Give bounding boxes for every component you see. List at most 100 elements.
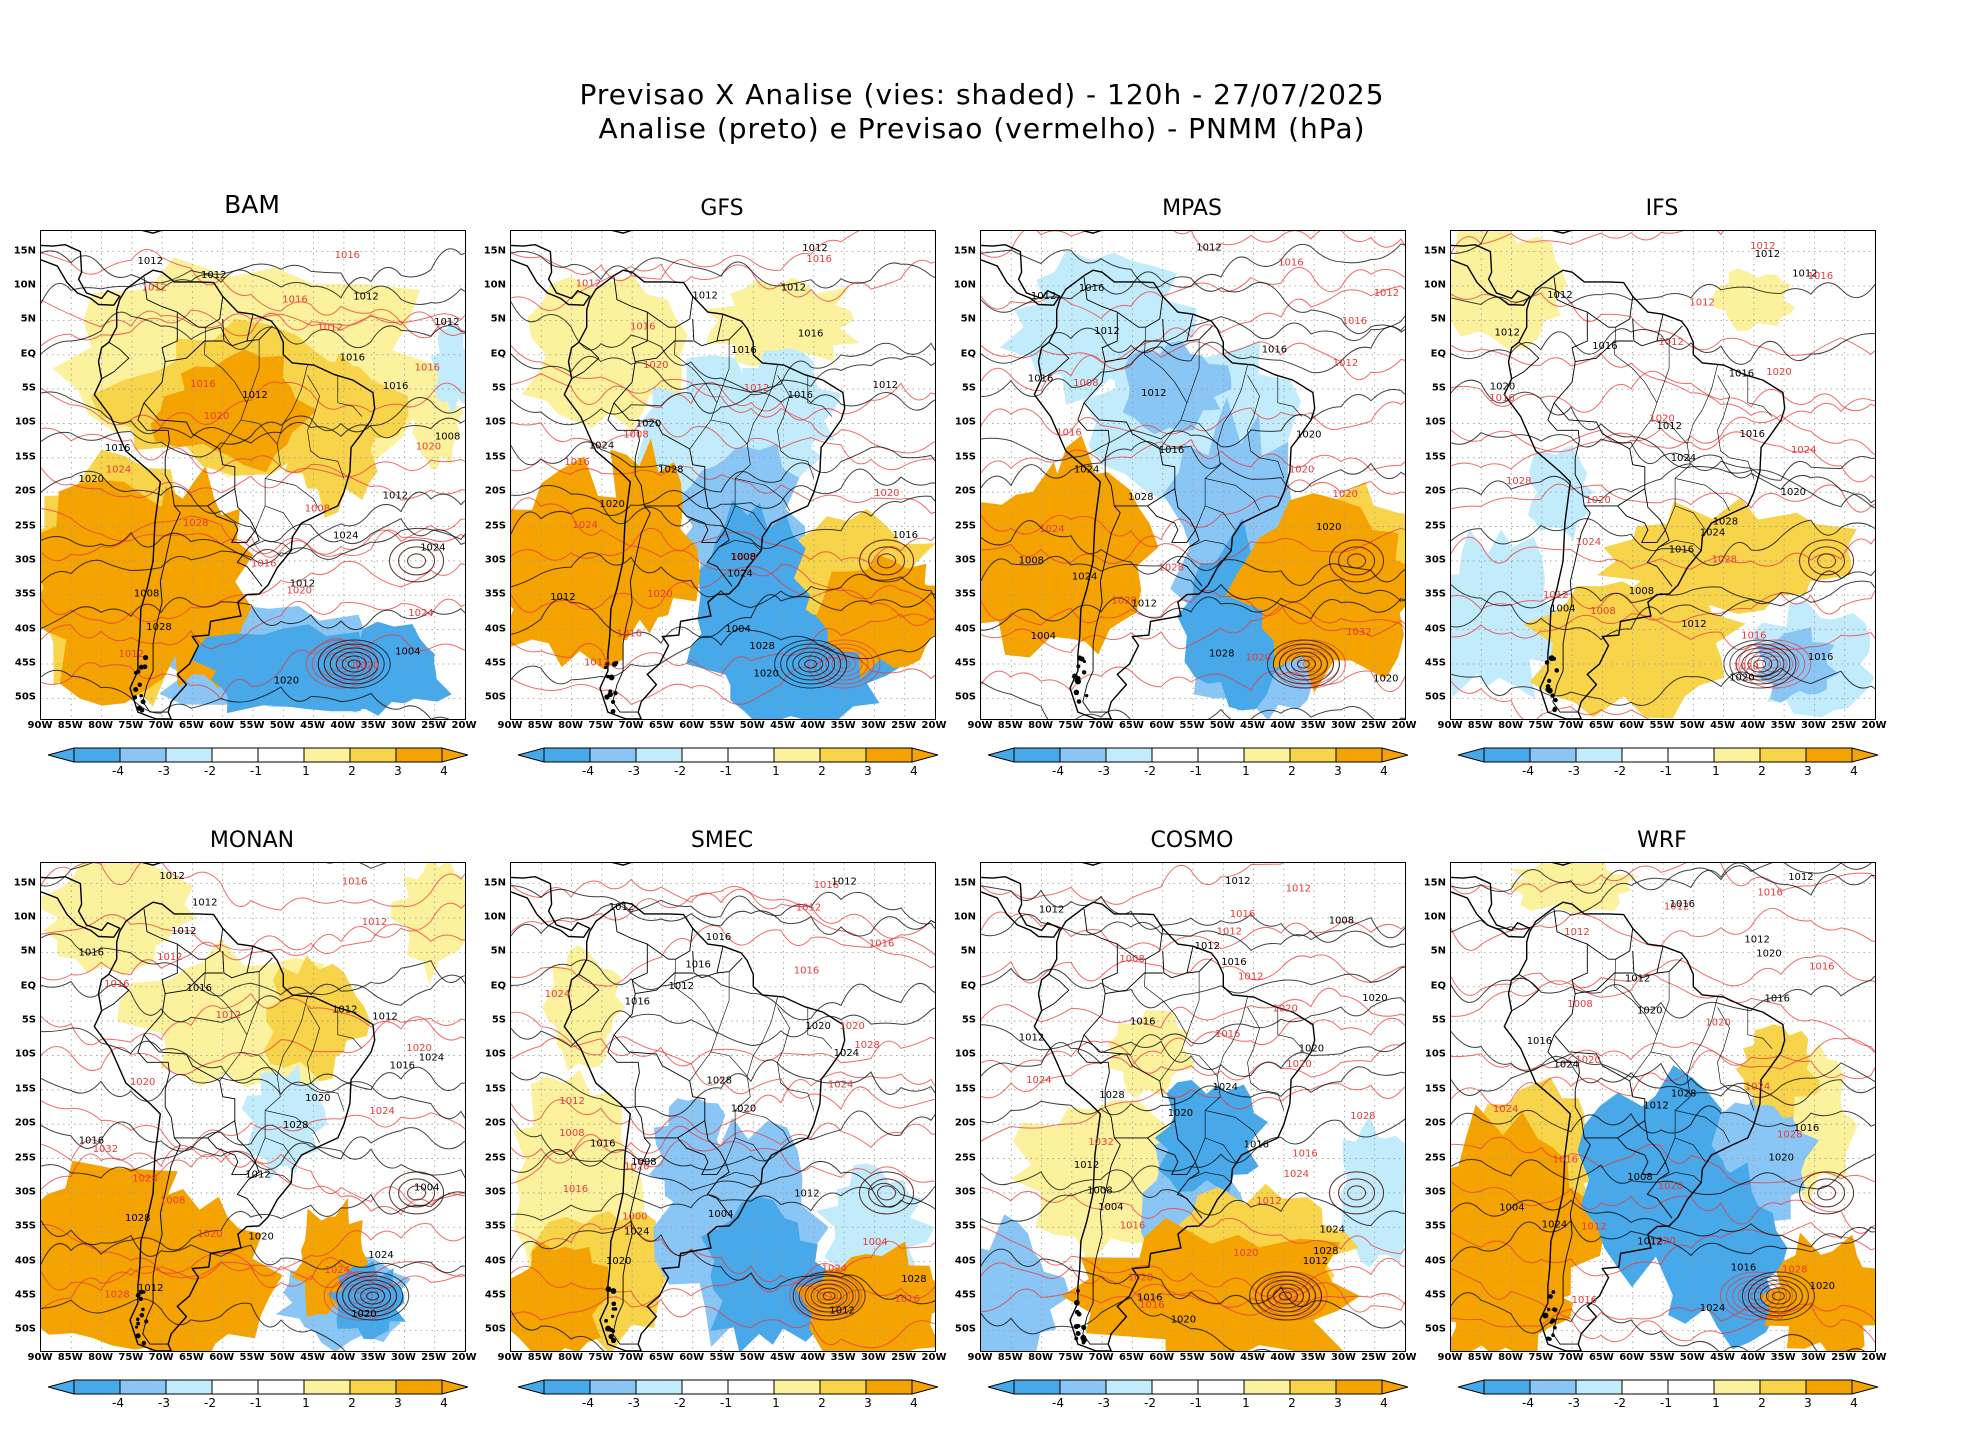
analysis-isobar <box>780 643 842 685</box>
lon-tick-label: 70W <box>148 1352 174 1363</box>
forecast-isobar-label: 1024 <box>1745 1082 1770 1093</box>
forecast-isobar-label: 1020 <box>1112 595 1137 606</box>
lat-tick-label: 5N <box>960 945 976 957</box>
colorbar-segment <box>1105 1379 1153 1395</box>
country-border <box>1077 277 1121 514</box>
colorbar-label: 2 <box>1288 764 1296 778</box>
colorbar-segment <box>1105 747 1153 763</box>
lat-tick-label: 35S <box>1424 1220 1446 1232</box>
analysis-isobar <box>41 1027 465 1120</box>
island <box>1550 1318 1556 1324</box>
forecast-isobar-label: 1008 <box>623 429 648 440</box>
colorbar-label: -4 <box>112 764 124 778</box>
analysis-isobar <box>366 1291 380 1301</box>
forecast-isobar <box>41 560 465 624</box>
analysis-isobar-label: 1020 <box>1362 993 1387 1004</box>
country-border <box>1083 402 1176 489</box>
panel-title: MONAN <box>209 828 295 853</box>
analysis-isobar <box>511 342 935 393</box>
colorbar-label: 1 <box>772 1396 780 1410</box>
lat-tick-label: 35S <box>14 588 36 600</box>
lat-tick-label: 5N <box>490 945 506 957</box>
analysis-isobar <box>511 251 935 289</box>
lon-tick-label: 25W <box>1361 720 1387 731</box>
state-border <box>716 971 730 1035</box>
analysis-isobar <box>786 647 836 681</box>
lon-tick-label: 90W <box>497 720 523 731</box>
analysis-isobar-label: 1024 <box>333 530 358 541</box>
forecast-isobar <box>813 643 875 685</box>
analysis-isobar <box>1329 1171 1385 1215</box>
forecast-isobar-label: 1016 <box>282 294 307 305</box>
analysis-isobar-label: 1016 <box>685 960 710 971</box>
state-border <box>1277 1007 1303 1049</box>
analysis-isobar <box>1347 553 1367 569</box>
lon-tick-label: 75W <box>1528 720 1554 731</box>
lon-tick-label: 45W <box>1240 1352 1266 1363</box>
forecast-isobar <box>511 1071 935 1136</box>
bias-shading <box>41 863 197 976</box>
forecast-isobar-label: 1008 <box>1119 954 1144 965</box>
lon-tick-label: 70W <box>1558 720 1584 731</box>
lon-tick-label: 30W <box>1800 720 1826 731</box>
colorbar-label: -2 <box>1144 1396 1156 1410</box>
country-border <box>1147 505 1196 543</box>
analysis-isobar <box>981 243 1405 313</box>
lon-tick-label: 40W <box>1270 1352 1296 1363</box>
main-title-line1: Previsao X Analise (vies: shaded) - 120h… <box>579 78 1385 111</box>
forecast-isobar <box>1737 1283 1775 1309</box>
country-border <box>644 1119 733 1219</box>
lon-tick-label: 70W <box>618 720 644 731</box>
analysis-isobar <box>1741 651 1779 677</box>
lat-tick-label: EQ <box>490 980 506 992</box>
map-frame: 1016 1012 1012 1016 1012 1020 1020 1024 1032 1028… <box>40 862 466 1352</box>
forecast-isobar <box>41 863 465 911</box>
forecast-isobar-label: 1016 <box>806 254 831 265</box>
state-border <box>265 478 320 511</box>
forecast-isobar-label: 1012 <box>1256 1196 1281 1207</box>
analysis-isobar <box>981 997 1405 1077</box>
bias-shading <box>542 945 626 1071</box>
map-svg: 1016101210121016100810201020102410241028… <box>1451 863 1875 1351</box>
lat-tick-label: 40S <box>484 1255 506 1267</box>
map-frame: 1016 1012 1016 1012 1008 1016 1020 1020 1024 1028… <box>980 230 1406 720</box>
analysis-isobar <box>1451 975 1875 1019</box>
colorbar-segment <box>865 747 913 763</box>
forecast-isobar-label: 1012 <box>1238 972 1263 983</box>
lat-tick-label: 10N <box>953 911 976 923</box>
coastline <box>1451 875 1531 938</box>
analysis-isobar-label: 1012 <box>201 270 226 281</box>
bias-shading <box>734 348 842 467</box>
lon-tick-label: 90W <box>967 1352 993 1363</box>
lat-tick-label: 25S <box>14 1152 36 1164</box>
colorbar-segment <box>1575 1379 1623 1395</box>
colorbar-segment <box>1483 747 1531 763</box>
analysis-isobar-label: 1004 <box>725 624 750 635</box>
lon-tick-label: 60W <box>209 1352 235 1363</box>
colorbar-svg <box>1456 1379 1880 1395</box>
analysis-isobar-label: 1024 <box>1074 464 1099 475</box>
lon-tick-label: 35W <box>360 720 386 731</box>
lon-tick-label: 40W <box>800 720 826 731</box>
lon-tick-label: 35W <box>360 1352 386 1363</box>
lat-tick-label: 15N <box>1423 877 1446 889</box>
colorbar-segment <box>1059 747 1107 763</box>
analysis-isobar <box>981 441 1405 492</box>
colorbar-segment <box>395 1379 443 1395</box>
forecast-isobar-label: 1020 <box>643 360 668 371</box>
colorbar-segment <box>73 1379 121 1395</box>
forecast-isobar-label: 1016 <box>335 250 360 261</box>
country-border <box>1617 1137 1666 1175</box>
state-border <box>1747 1007 1773 1049</box>
lat-tick-label: 50S <box>1424 1323 1446 1335</box>
analysis-isobar-label: 1012 <box>138 1283 163 1294</box>
forecast-isobar-label: 1020 <box>287 585 312 596</box>
analysis-isobar-label: 1012 <box>1039 904 1064 915</box>
lat-tick-label: 15N <box>483 245 506 257</box>
colorbar-label: 1 <box>1242 764 1250 778</box>
forecast-isobar-label: 1016 <box>563 1184 588 1195</box>
colorbar-segment <box>1713 1379 1761 1395</box>
bias-shading <box>1523 581 1746 719</box>
lat-tick-label: 10N <box>953 279 976 291</box>
forecast-isobar-label: 1024 <box>1791 445 1816 456</box>
